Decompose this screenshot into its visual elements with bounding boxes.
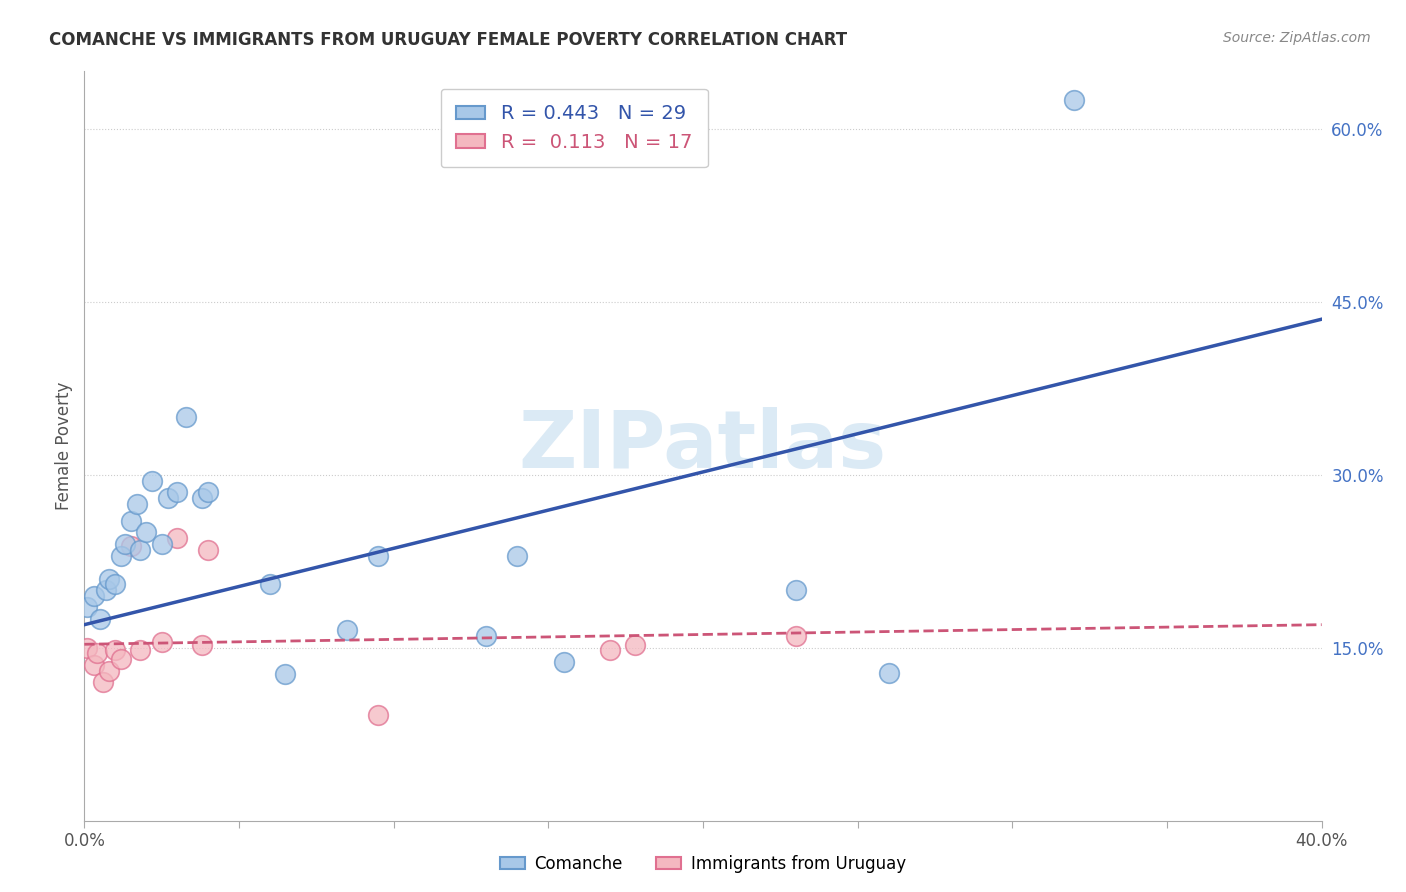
Legend: Comanche, Immigrants from Uruguay: Comanche, Immigrants from Uruguay <box>494 848 912 880</box>
Y-axis label: Female Poverty: Female Poverty <box>55 382 73 510</box>
Text: ZIPatlas: ZIPatlas <box>519 407 887 485</box>
Point <box>150 537 173 551</box>
Point <box>506 549 529 563</box>
Point <box>785 583 807 598</box>
Point <box>197 542 219 557</box>
Point <box>114 537 136 551</box>
Point <box>83 589 105 603</box>
Point <box>785 629 807 643</box>
Point <box>150 635 173 649</box>
Point <box>89 612 111 626</box>
Point <box>135 525 157 540</box>
Point <box>176 410 198 425</box>
Point <box>104 643 127 657</box>
Point <box>259 577 281 591</box>
Point <box>197 485 219 500</box>
Point <box>104 577 127 591</box>
Point <box>367 707 389 722</box>
Point <box>91 675 114 690</box>
Point <box>76 640 98 655</box>
Point <box>120 514 142 528</box>
Point <box>120 539 142 553</box>
Point <box>110 652 132 666</box>
Point <box>336 624 359 638</box>
Text: Source: ZipAtlas.com: Source: ZipAtlas.com <box>1223 31 1371 45</box>
Point <box>129 542 152 557</box>
Point <box>86 647 108 661</box>
Point <box>166 531 188 545</box>
Point <box>83 658 105 673</box>
Point <box>599 643 621 657</box>
Point <box>367 549 389 563</box>
Point <box>1063 93 1085 107</box>
Point <box>274 667 297 681</box>
Point <box>191 491 214 505</box>
Point <box>141 474 163 488</box>
Point <box>624 639 647 653</box>
Point <box>877 666 900 681</box>
Point <box>98 664 121 678</box>
Point <box>98 572 121 586</box>
Text: COMANCHE VS IMMIGRANTS FROM URUGUAY FEMALE POVERTY CORRELATION CHART: COMANCHE VS IMMIGRANTS FROM URUGUAY FEMA… <box>49 31 848 49</box>
Point <box>166 485 188 500</box>
Point <box>129 643 152 657</box>
Point <box>475 629 498 643</box>
Point <box>110 549 132 563</box>
Point <box>76 600 98 615</box>
Point <box>191 639 214 653</box>
Legend: R = 0.443   N = 29, R =  0.113   N = 17: R = 0.443 N = 29, R = 0.113 N = 17 <box>440 88 707 168</box>
Point <box>125 497 148 511</box>
Point <box>94 583 117 598</box>
Point <box>553 655 575 669</box>
Point <box>156 491 179 505</box>
